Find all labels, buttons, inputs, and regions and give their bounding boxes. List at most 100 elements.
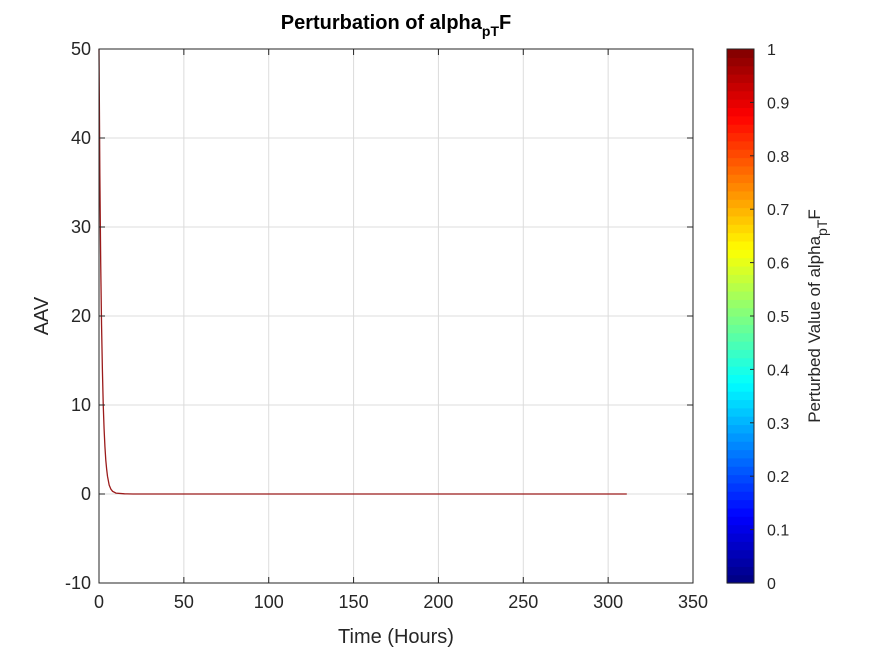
colorbar-tick-label: 0.2 [767,469,789,486]
colorbar-band [727,57,754,67]
colorbar-band [727,432,754,442]
colorbar-band [727,516,754,526]
y-tick-label: 0 [81,484,91,504]
colorbar-band [727,316,754,325]
colorbar-bands [727,49,754,584]
colorbar-band [727,65,754,75]
colorbar-band [727,549,754,559]
colorbar-tick-label: 0.6 [767,256,789,273]
colorbar-band [727,499,754,509]
colorbar-band [727,357,754,367]
grid-lines [99,49,693,583]
colorbar-tick-label: 0.9 [767,95,789,112]
x-tick-label: 0 [94,592,104,612]
colorbar-band [727,232,754,242]
colorbar-tick-label: 0.3 [767,416,789,433]
x-tick-label: 100 [254,592,284,612]
colorbar-band [727,474,754,484]
chart-title-main: Perturbation of alpha [281,12,483,34]
colorbar-tick-label: 0 [767,576,776,593]
colorbar-band [727,132,754,142]
colorbar-band [727,557,754,567]
colorbar-label-suffix: F [805,209,824,219]
x-tick-label: 250 [508,592,538,612]
colorbar-band [727,282,754,292]
colorbar-band [727,466,754,476]
y-tick-label: 20 [71,306,91,326]
colorbar-band [727,374,754,384]
colorbar-band [727,49,754,58]
colorbar-band [727,257,754,267]
y-tick-label: 10 [71,395,91,415]
y-tick-label: 40 [71,128,91,148]
colorbar-band [727,265,754,275]
colorbar-band [727,524,754,534]
colorbar: 0 0.1 0.2 0.3 0.4 0.5 0.6 0.7 0.8 0.9 1 Perturbed … [726,42,830,593]
x-tick-label: 300 [593,592,623,612]
colorbar-band [727,416,754,426]
colorbar-band [727,307,754,317]
x-tick-label: 200 [423,592,453,612]
colorbar-band [727,299,754,309]
x-tick-label: 50 [174,592,194,612]
x-axis-ticks: 0 50 100 150 200 250 300 350 [94,49,708,612]
colorbar-tick-label: 0.7 [767,202,789,219]
colorbar-band [727,332,754,342]
colorbar-band [727,124,754,134]
colorbar-ticks: 0 0.1 0.2 0.3 0.4 0.5 0.6 0.7 0.8 0.9 1 [750,42,789,593]
colorbar-band [727,449,754,459]
colorbar-band [727,566,754,576]
colorbar-band [727,165,754,175]
colorbar-band [727,507,754,517]
colorbar-band [727,532,754,542]
colorbar-label-subscript: pT [814,219,830,236]
colorbar-band [727,240,754,250]
colorbar-band [727,424,754,434]
colorbar-band [727,399,754,409]
colorbar-band [727,349,754,359]
colorbar-band [727,190,754,200]
x-axis-label: Time (Hours) [338,626,454,648]
colorbar-label-main: Perturbed Value of alpha [805,235,824,422]
colorbar-tick-label: 0.5 [767,309,789,326]
colorbar-tick-label: 0.4 [767,362,789,379]
y-tick-label: -10 [65,573,91,593]
chart-title-suffix: F [499,12,511,34]
colorbar-band [727,290,754,300]
series-line-0 [98,48,627,495]
y-axis-label: AAV [31,296,53,335]
colorbar-band [727,382,754,392]
colorbar-band [727,207,754,217]
colorbar-band [727,407,754,417]
colorbar-band [727,441,754,451]
colorbar-band [727,482,754,492]
colorbar-band [727,324,754,334]
colorbar-band [727,274,754,284]
colorbar-band [727,99,754,109]
x-tick-label: 150 [339,592,369,612]
colorbar-band [727,182,754,192]
colorbar-band [727,174,754,184]
colorbar-band [727,574,754,584]
colorbar-band [727,249,754,259]
colorbar-band [727,107,754,117]
colorbar-band [727,491,754,501]
colorbar-band [727,366,754,376]
colorbar-band [727,82,754,92]
chart-title-subscript: pT [482,23,500,39]
colorbar-band [727,541,754,551]
colorbar-tick-label: 1 [767,42,776,59]
y-tick-label: 30 [71,217,91,237]
chart-title: Perturbation of alphapTF [281,12,511,39]
colorbar-label: Perturbed Value of alphapTF [805,209,830,423]
colorbar-band [727,74,754,83]
colorbar-band [727,140,754,150]
series-layer [98,48,627,495]
y-tick-label: 50 [71,39,91,59]
colorbar-band [727,457,754,467]
colorbar-band [727,391,754,401]
colorbar-tick-label: 0.1 [767,523,789,540]
colorbar-band [727,224,754,234]
